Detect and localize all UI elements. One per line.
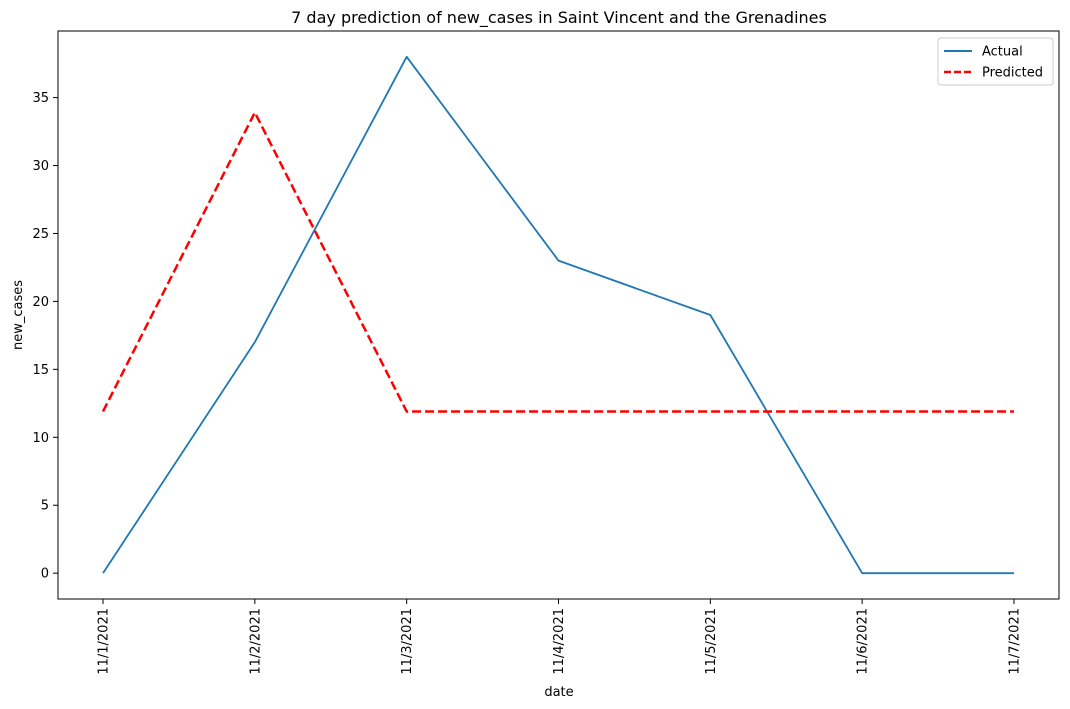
x-tick-label: 11/1/2021 [97,608,112,675]
y-axis: 0 5 10 15 20 25 30 35 [32,91,58,582]
legend: Actual Predicted [937,37,1054,86]
legend-label-predicted: Predicted [982,66,1043,81]
x-tick-label: 11/4/2021 [552,608,567,675]
series-line-actual [102,55,1014,575]
x-axis: 11/1/2021 11/2/2021 11/3/2021 11/4/2021 11/5… [97,599,1023,675]
y-tick-label: 35 [32,91,49,106]
x-axis-title: date [544,685,573,700]
series-layer [101,55,1014,575]
y-tick-label: 20 [32,295,49,310]
plot-area-frame [57,30,1060,600]
x-tick-label: 11/3/2021 [400,608,415,675]
y-tick-label: 25 [32,227,49,242]
legend-label-actual: Actual [982,45,1023,60]
y-tick-label: 30 [32,159,49,174]
series-line-predicted [101,111,1014,413]
chart-title: 7 day prediction of new_cases in Saint V… [291,8,827,28]
x-tick-label: 11/5/2021 [704,608,719,675]
y-tick-label: 15 [32,363,49,378]
x-tick-label: 11/7/2021 [1008,608,1023,675]
y-tick-label: 5 [41,499,49,514]
x-tick-label: 11/6/2021 [856,608,871,675]
y-tick-label: 0 [41,567,49,582]
y-tick-label: 10 [32,431,49,446]
y-axis-title: new_cases [11,280,26,350]
x-tick-label: 11/2/2021 [248,608,263,675]
